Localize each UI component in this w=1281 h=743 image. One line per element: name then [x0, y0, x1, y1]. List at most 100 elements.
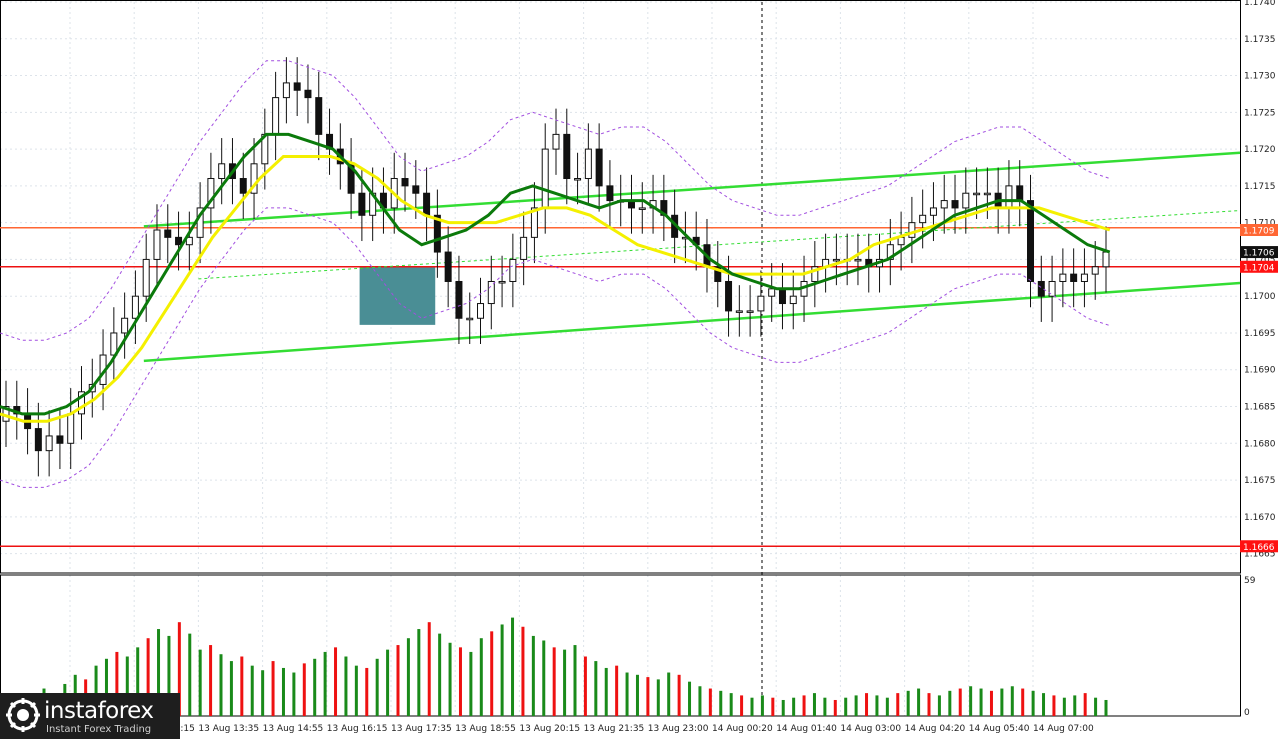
candle: [207, 178, 215, 209]
candle: [940, 200, 948, 209]
volume-bar: [844, 697, 848, 716]
volume-bar: [448, 642, 452, 716]
candle: [973, 192, 981, 196]
volume-bar: [365, 667, 369, 716]
volume-bar: [281, 667, 285, 716]
candle: [1016, 185, 1024, 202]
volume-bar: [698, 686, 702, 716]
candle: [757, 295, 765, 312]
moving-average-slow-line: [0, 155, 1111, 423]
volume-bar: [1031, 690, 1035, 716]
candle: [34, 428, 42, 452]
volume-bar: [188, 633, 192, 716]
volume-bar: [802, 695, 806, 716]
volume-bar: [469, 651, 473, 716]
volume-bar: [875, 695, 879, 716]
candle: [1059, 273, 1067, 282]
volume-bar: [406, 638, 410, 716]
volume-bar: [125, 656, 129, 716]
volume-bar: [917, 688, 921, 716]
candle: [530, 207, 538, 238]
candle: [164, 229, 172, 238]
price-label-text: 1.1666: [1243, 543, 1275, 553]
volume-bar: [375, 658, 379, 716]
candle: [433, 214, 441, 253]
volume-bar: [146, 638, 150, 716]
price-tick-label: 1.1665: [1244, 550, 1276, 560]
volume-bar: [521, 626, 525, 716]
volume-bar: [677, 674, 681, 716]
candle: [218, 163, 226, 180]
volume-bar: [1000, 688, 1004, 716]
price-pane-frame: [0, 0, 1241, 574]
price-tick-label: 1.1720: [1244, 145, 1276, 155]
candle: [142, 258, 150, 297]
candle: [477, 303, 485, 319]
candle: [487, 280, 495, 305]
price-tick-label: 1.1705: [1244, 255, 1276, 265]
price-label-badge: [1240, 260, 1278, 273]
volume-bar: [927, 693, 931, 716]
channel-upper-line: [143, 151, 1241, 228]
time-tick-label: 13 Aug 21:35: [584, 724, 645, 734]
volume-bar: [604, 667, 608, 716]
volume-tick-label: 59: [1244, 576, 1256, 586]
volume-bar: [865, 693, 869, 716]
volume-bar: [177, 622, 181, 716]
channel-lower-line: [143, 281, 1241, 363]
volume-bar: [198, 649, 202, 716]
candle: [56, 435, 64, 444]
volume-bar: [219, 654, 223, 716]
candle: [1091, 266, 1099, 275]
price-tick-label: 1.1710: [1244, 219, 1276, 229]
candle: [574, 178, 582, 181]
candle: [185, 236, 193, 246]
volume-bar: [271, 661, 275, 716]
volume-bar: [573, 645, 577, 716]
candle: [67, 413, 75, 444]
candle: [1080, 273, 1088, 282]
volume-bar: [969, 686, 973, 716]
candle: [401, 178, 409, 187]
volume-bar: [635, 674, 639, 716]
time-tick-label: 14 Aug 07:00: [1033, 724, 1094, 734]
volume-bar: [667, 672, 671, 716]
volume-bar: [583, 656, 587, 716]
candle: [541, 148, 549, 209]
candle: [929, 207, 937, 216]
price-tick-label: 1.1740: [1244, 0, 1276, 8]
candle: [304, 89, 312, 99]
candle: [498, 280, 506, 284]
price-tick-label: 1.1680: [1244, 439, 1276, 449]
volume-bar: [885, 697, 889, 716]
candle: [131, 295, 139, 319]
candle: [315, 97, 323, 135]
price-tick-label: 1.1700: [1244, 292, 1276, 302]
price-tick-label: 1.1675: [1244, 476, 1276, 486]
candle: [250, 163, 258, 194]
candle: [778, 288, 786, 305]
time-tick-label: 14 Aug 03:00: [840, 724, 901, 734]
candle: [466, 317, 474, 321]
volume-bar: [771, 697, 775, 716]
volume-bar: [229, 661, 233, 716]
volume-bar: [427, 622, 431, 716]
price-label-text: 1.1704: [1243, 263, 1275, 273]
volume-bar: [625, 672, 629, 716]
candle: [358, 192, 366, 216]
time-tick-label: 13 Aug 17:35: [391, 724, 452, 734]
envelope-upper-line: [0, 60, 1110, 341]
volume-bar: [94, 665, 98, 716]
volume-bar: [688, 681, 692, 716]
logo-tagline: Instant Forex Trading: [46, 724, 152, 735]
volume-bar: [1062, 697, 1066, 716]
volume-bar: [1021, 688, 1025, 716]
volume-bar: [417, 629, 421, 716]
volume-bar: [396, 645, 400, 716]
volume-bar: [729, 693, 733, 716]
price-label-text: 1.1709: [1243, 227, 1275, 237]
volume-bar: [167, 635, 171, 716]
candle: [412, 185, 420, 194]
